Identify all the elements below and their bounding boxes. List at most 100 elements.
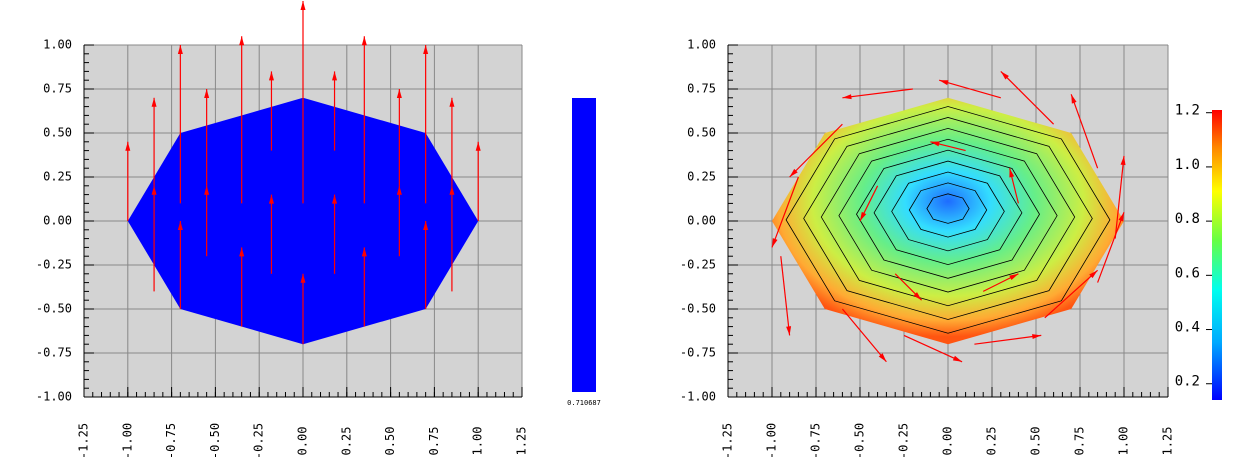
x-tick-label: 0.50 bbox=[1029, 427, 1043, 456]
arrow-head bbox=[423, 45, 429, 54]
arrow-head bbox=[1032, 334, 1042, 340]
arrow-head bbox=[878, 353, 887, 362]
y-tick-label: -1.00 bbox=[680, 390, 716, 404]
arrow-shaft bbox=[771, 176, 799, 248]
arrow-shaft bbox=[1097, 211, 1125, 283]
y-tick-label: -0.50 bbox=[36, 302, 72, 316]
arrow-head bbox=[1089, 270, 1098, 279]
contour-line bbox=[891, 171, 1005, 252]
vector-arrow bbox=[449, 97, 455, 186]
vector-arrow bbox=[204, 89, 210, 186]
arrow-shaft bbox=[1070, 94, 1099, 169]
colorbar-tick-label: 0.6 bbox=[1175, 265, 1200, 281]
x-tick-label: 1.25 bbox=[515, 427, 529, 456]
vector-arrow bbox=[903, 334, 963, 363]
vector-arrow bbox=[239, 247, 245, 327]
vector-arrow bbox=[125, 141, 131, 221]
y-tick-label: 1.00 bbox=[687, 38, 716, 52]
x-tick-label: 0.75 bbox=[1073, 427, 1087, 456]
colorbar-tick-label: 0.2 bbox=[1175, 374, 1200, 390]
panel: -1.25 -1.00 -0.75 -0.50 -0.25 0.00 0.25 0.50 0.7… bbox=[680, 38, 1222, 459]
vector-arrow bbox=[894, 273, 923, 301]
y-tick-label: 0.25 bbox=[43, 170, 72, 184]
arrow-head bbox=[860, 211, 867, 221]
vector-arrow bbox=[974, 334, 1042, 345]
vector-arrow bbox=[842, 88, 913, 100]
vector-arrow bbox=[1044, 269, 1099, 319]
x-tick-label: -0.75 bbox=[164, 423, 178, 459]
contour-line bbox=[838, 138, 1058, 293]
x-tick-label: -1.00 bbox=[120, 423, 134, 459]
panel: -1.25 -1.00 -0.75 -0.50 -0.25 0.00 0.25 0.50 0.7… bbox=[36, 1, 601, 459]
vector-arrow bbox=[396, 185, 402, 257]
arrow-head bbox=[1118, 212, 1124, 222]
vector-arrow bbox=[859, 185, 879, 222]
x-tick-label: -1.00 bbox=[765, 423, 779, 459]
arrow-head bbox=[449, 185, 455, 195]
vector-arrow bbox=[449, 185, 455, 292]
arrow-head bbox=[300, 1, 306, 10]
colorbar bbox=[572, 98, 596, 392]
arrow-head bbox=[125, 141, 131, 151]
arrow-head bbox=[239, 36, 245, 46]
y-tick-label: -0.75 bbox=[36, 346, 72, 360]
vector-arrow bbox=[982, 273, 1019, 292]
arrow-head bbox=[239, 247, 245, 257]
vector-arrow bbox=[1097, 211, 1125, 283]
vector-arrow bbox=[268, 71, 274, 151]
colorbar-tick-label: 0.8 bbox=[1175, 211, 1200, 227]
x-tick-label: 0.50 bbox=[383, 427, 397, 456]
arrow-shaft bbox=[841, 308, 887, 363]
arrow-shaft bbox=[789, 123, 843, 178]
contour-line bbox=[908, 182, 988, 238]
arrow-head bbox=[361, 36, 367, 46]
x-tick-label: -0.25 bbox=[897, 423, 911, 459]
x-tick-label: 1.25 bbox=[1161, 427, 1175, 456]
x-tick-label: 0.00 bbox=[941, 427, 955, 456]
contour-line bbox=[873, 160, 1023, 265]
contour-line bbox=[926, 193, 970, 224]
y-tick-label: 0.00 bbox=[43, 214, 72, 228]
colorbar-tick-label: 1.0 bbox=[1175, 157, 1200, 173]
x-tick-label: -0.50 bbox=[208, 423, 222, 459]
arrow-shaft bbox=[903, 334, 963, 363]
arrow-head bbox=[204, 89, 210, 98]
vector-arrow bbox=[423, 45, 429, 204]
arrow-head bbox=[332, 71, 338, 81]
vector-arrow bbox=[1070, 94, 1099, 169]
x-tick-label: -1.25 bbox=[721, 423, 735, 459]
arrow-head bbox=[475, 141, 481, 151]
contour-line bbox=[785, 106, 1111, 334]
arrow-head bbox=[361, 247, 367, 257]
arrow-head bbox=[204, 185, 210, 195]
field-region bbox=[127, 97, 479, 345]
vector-arrow bbox=[396, 89, 402, 186]
arrow-shaft bbox=[842, 88, 913, 99]
arrow-head bbox=[913, 292, 922, 301]
vector-arrow bbox=[151, 97, 157, 186]
x-tick-label: -0.50 bbox=[853, 423, 867, 459]
y-tick-label: 0.50 bbox=[687, 126, 716, 140]
x-tick-label: 0.25 bbox=[339, 427, 353, 456]
contour-line bbox=[803, 117, 1093, 320]
arrow-shaft bbox=[780, 256, 791, 336]
y-tick-label: 1.00 bbox=[43, 38, 72, 52]
vector-arrow bbox=[151, 185, 157, 292]
arrow-head bbox=[1071, 94, 1077, 104]
y-tick-label: 0.75 bbox=[43, 82, 72, 96]
x-tick-label: -1.25 bbox=[77, 423, 91, 459]
x-tick-label: -0.75 bbox=[809, 423, 823, 459]
arrow-head bbox=[268, 71, 274, 81]
arrow-head bbox=[332, 194, 338, 204]
colorbar-tick-label: 0.4 bbox=[1175, 320, 1200, 336]
vector-arrow bbox=[841, 308, 887, 363]
vector-arrow bbox=[300, 1, 306, 204]
colorbar bbox=[1212, 110, 1222, 400]
x-tick-label: 0.25 bbox=[985, 427, 999, 456]
vector-arrow bbox=[332, 71, 338, 151]
vector-arrow bbox=[780, 256, 792, 336]
vector-arrow bbox=[239, 36, 245, 204]
arrow-head bbox=[1009, 168, 1015, 178]
x-tick-label: 0.00 bbox=[296, 427, 310, 456]
vector-arrow bbox=[300, 273, 306, 345]
